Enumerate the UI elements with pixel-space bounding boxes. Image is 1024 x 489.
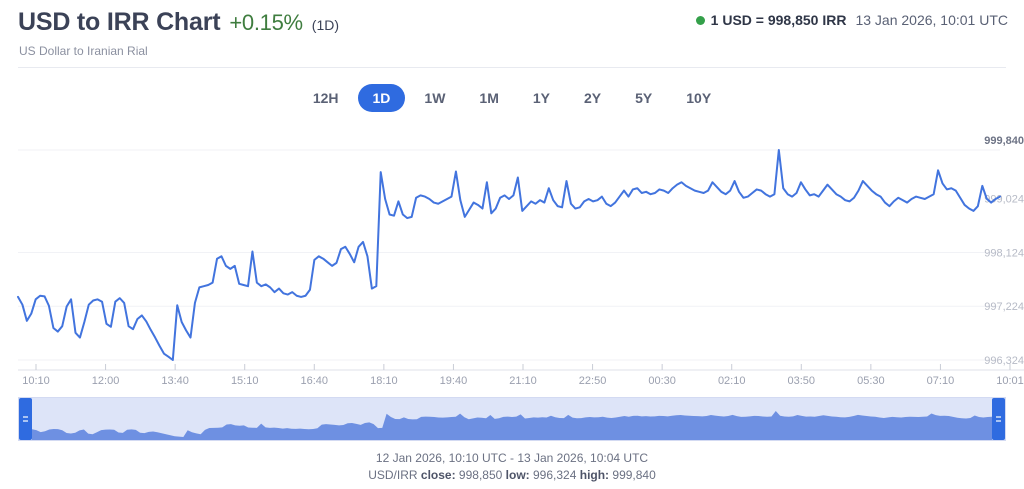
chart-gridlines xyxy=(18,149,1000,361)
price-chart[interactable]: 996,324 997,224 998,124 999,840 999,024 10:1… xyxy=(0,128,1024,390)
footer-low-value: 996,324 xyxy=(533,468,577,482)
x-axis-label: 12:00 xyxy=(92,375,120,387)
y-axis-label: 998,124 xyxy=(984,247,1024,259)
page-subtitle: US Dollar to Iranian Rial xyxy=(19,44,148,58)
range-tab-10y[interactable]: 10Y xyxy=(686,90,712,106)
y-axis-label: 997,224 xyxy=(984,301,1024,313)
current-price-label: 999,024 xyxy=(984,194,1024,206)
live-status-dot xyxy=(695,15,705,25)
footer-high-value: 999,840 xyxy=(612,468,656,482)
x-axis-labels: 10:10 12:00 13:40 15:10 16:40 18:10 19:40 21:10… xyxy=(22,375,1024,387)
footer-low-label: low: xyxy=(505,468,530,482)
x-axis-label: 18:10 xyxy=(370,375,398,387)
x-axis-label: 00:30 xyxy=(648,375,676,387)
range-tab-bar: 12H 1D 1W 1M 1Y 2Y 5Y 10Y xyxy=(0,84,1024,112)
x-axis-label: 03:50 xyxy=(788,375,816,387)
x-axis-label: 16:40 xyxy=(301,375,329,387)
footer-date-range: 12 Jan 2026, 10:10 UTC - 13 Jan 2026, 10… xyxy=(375,451,649,465)
change-range-label: (1D) xyxy=(311,17,340,33)
navigator-area xyxy=(32,411,992,440)
footer-stats: USD/IRR close: 998,850 low: 996,324 high… xyxy=(0,467,1024,483)
x-axis-label: 10:10 xyxy=(22,375,50,387)
quote-timestamp: 13 Jan 2026, 10:01 UTC xyxy=(855,12,1008,28)
live-quote: 1 USD = 998,850 IRR 13 Jan 2026, 10:01 U… xyxy=(695,12,1008,28)
page-title: USD to IRR Chart xyxy=(18,8,221,36)
price-line xyxy=(17,149,1001,361)
range-tab-1w[interactable]: 1W xyxy=(424,90,446,106)
navigator-svg xyxy=(19,398,1005,440)
x-axis-label: 02:10 xyxy=(718,375,746,387)
header-divider xyxy=(18,67,1006,68)
quote-rate: 1 USD = 998,850 IRR xyxy=(710,12,847,28)
footer-high-label: high: xyxy=(579,468,610,482)
range-tab-2y[interactable]: 2Y xyxy=(584,90,602,106)
range-tab-5y[interactable]: 5Y xyxy=(635,90,653,106)
footer-close-label: close: xyxy=(420,468,456,482)
range-navigator[interactable] xyxy=(18,397,1006,441)
x-axis-label: 19:40 xyxy=(440,375,468,387)
range-tab-1y[interactable]: 1Y xyxy=(532,90,550,106)
range-tab-1m[interactable]: 1M xyxy=(479,90,499,106)
price-chart-svg: 996,324 997,224 998,124 999,840 999,024 10:1… xyxy=(17,135,1024,387)
x-axis-label: 22:50 xyxy=(579,375,607,387)
title-row: USD to IRR Chart +0.15% (1D) xyxy=(18,8,339,37)
page-header: USD to IRR Chart +0.15% (1D) US Dollar t… xyxy=(0,0,1024,68)
x-axis-label: 13:40 xyxy=(161,375,189,387)
x-axis-label: 21:10 xyxy=(509,375,537,387)
navigator-right-handle[interactable] xyxy=(992,398,1005,440)
footer-pair: USD/IRR xyxy=(368,468,418,482)
y-axis-label: 996,324 xyxy=(984,355,1024,367)
range-tab-12h[interactable]: 12H xyxy=(312,90,339,106)
x-axis xyxy=(18,364,1024,371)
range-tab-1d[interactable]: 1D xyxy=(357,84,406,112)
x-axis-label: 10:01 xyxy=(996,375,1024,387)
footer-close-value: 998,850 xyxy=(458,468,503,482)
x-axis-label: 07:10 xyxy=(927,375,955,387)
x-axis-label: 05:30 xyxy=(857,375,885,387)
change-percent: +0.15% xyxy=(229,10,303,35)
y-axis-labels: 996,324 997,224 998,124 999,840 999,024 xyxy=(984,135,1024,367)
x-axis-label: 15:10 xyxy=(231,375,259,387)
y-axis-label: 999,840 xyxy=(984,135,1024,147)
navigator-left-handle[interactable] xyxy=(19,398,32,440)
chart-footer: 12 Jan 2026, 10:10 UTC - 13 Jan 2026, 10… xyxy=(0,450,1024,483)
